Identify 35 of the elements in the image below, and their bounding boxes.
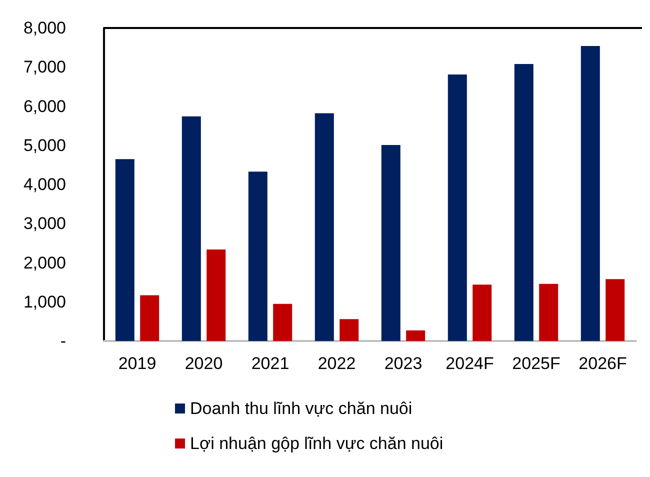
x-tick-label: 2019 bbox=[118, 354, 156, 373]
y-tick-label: 8,000 bbox=[23, 18, 66, 38]
legend-label: Lợi nhuận gộp lĩnh vực chăn nuôi bbox=[190, 434, 444, 453]
x-tick-label: 2026F bbox=[578, 354, 627, 373]
bar bbox=[182, 116, 201, 341]
x-tick-label: 2023 bbox=[384, 354, 422, 373]
bar bbox=[248, 172, 268, 341]
bar bbox=[472, 284, 492, 341]
x-tick-label: 2025F bbox=[512, 354, 560, 373]
bar bbox=[115, 159, 134, 341]
x-tick-label: 2024F bbox=[446, 354, 494, 373]
bar bbox=[406, 330, 426, 341]
bar bbox=[314, 113, 334, 341]
y-tick-label: - bbox=[60, 332, 66, 350]
bar bbox=[340, 319, 359, 341]
y-tick-label: 4,000 bbox=[23, 175, 66, 194]
bar bbox=[606, 279, 625, 341]
y-tick-label: 3,000 bbox=[23, 214, 66, 234]
x-tick-label: 2020 bbox=[184, 354, 223, 373]
y-tick-label: 1,000 bbox=[23, 292, 66, 312]
x-tick-label: 2021 bbox=[251, 354, 290, 373]
y-tick-label: 2,000 bbox=[23, 253, 66, 272]
bar bbox=[514, 64, 534, 341]
bar bbox=[448, 74, 467, 341]
bar bbox=[206, 249, 226, 341]
bar bbox=[273, 304, 292, 341]
bar bbox=[140, 295, 160, 341]
bar bbox=[539, 284, 558, 341]
x-tick-label: 2022 bbox=[318, 354, 356, 373]
y-tick-label: 6,000 bbox=[23, 96, 66, 116]
legend-label: Doanh thu lĩnh vực chăn nuôi bbox=[190, 399, 412, 418]
y-tick-label: 5,000 bbox=[23, 136, 66, 155]
bar bbox=[381, 144, 400, 341]
y-tick-label: 7,000 bbox=[23, 58, 66, 77]
bar bbox=[580, 46, 600, 341]
